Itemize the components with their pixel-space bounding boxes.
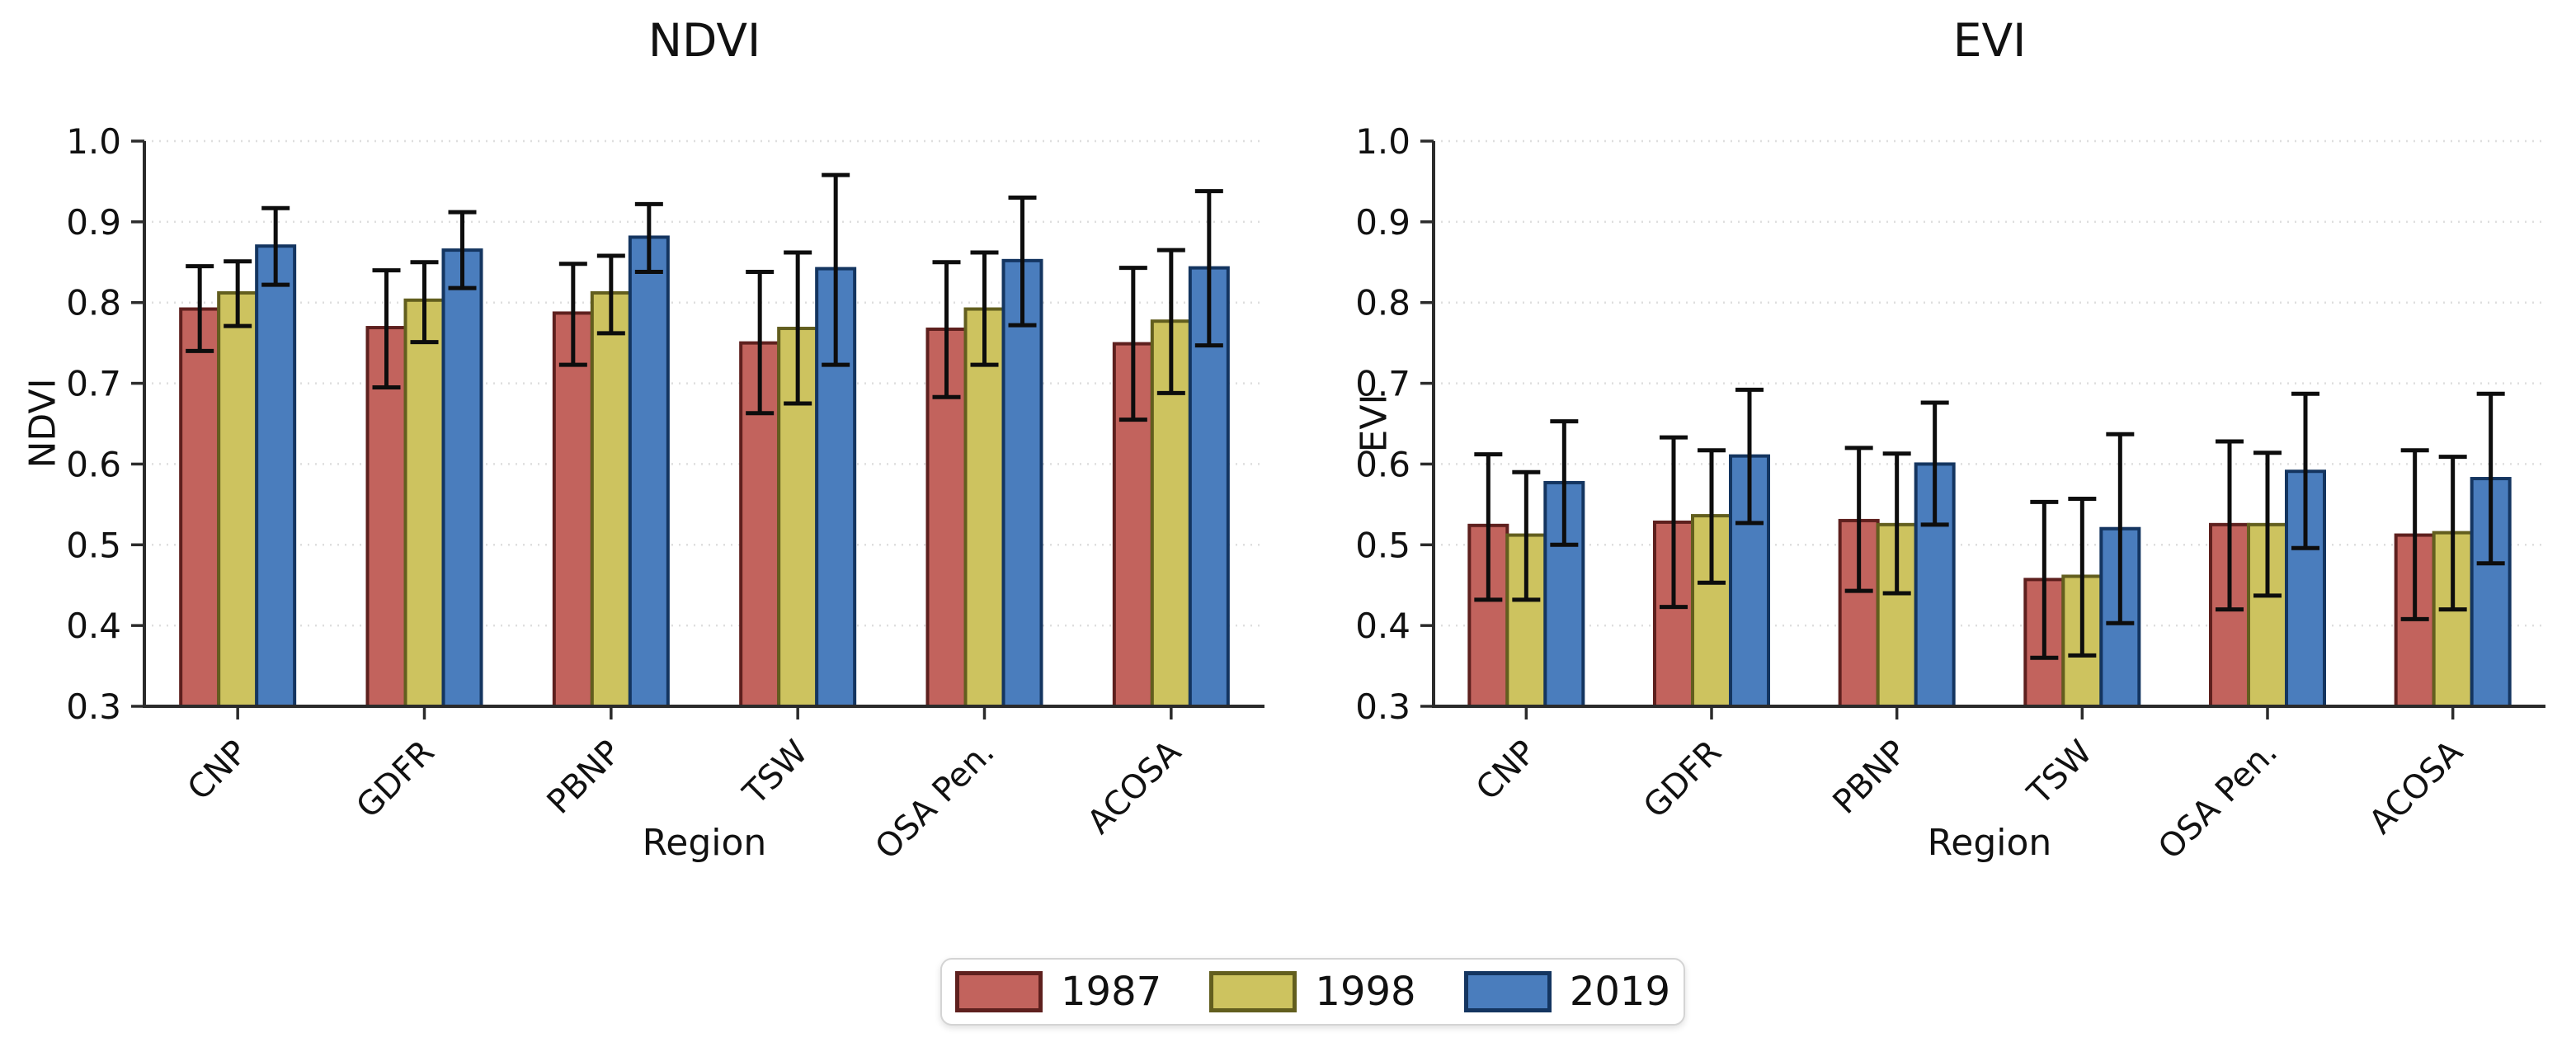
- error-bar-2019-TSW: [2106, 432, 2135, 625]
- error-bar-1987-OSA Pen.: [2216, 439, 2244, 612]
- y-tick-label: 0.6: [1355, 444, 1410, 484]
- y-tick-label: 0.5: [1355, 525, 1410, 565]
- evi-chart-title: EVI: [1952, 14, 2027, 67]
- legend-swatch-1987: [955, 971, 1043, 1012]
- error-bar-1998-GDFR: [410, 260, 439, 345]
- bar-1987-PBNP: [552, 311, 594, 708]
- error-bar-2019-OSA Pen.: [1008, 196, 1037, 328]
- error-bar-1998-GDFR: [1698, 448, 1726, 585]
- error-bar-1998-ACOSA: [2438, 455, 2467, 612]
- y-tick-label: 0.3: [66, 686, 121, 727]
- error-bar-1998-PBNP: [596, 253, 625, 336]
- error-bar-2019-CNP: [1550, 419, 1579, 547]
- error-bar-2019-ACOSA: [2476, 391, 2505, 566]
- ndvi-chart-title: NDVI: [648, 14, 761, 67]
- bar-2019-CNP: [255, 244, 297, 708]
- y-tick-label: 0.4: [66, 606, 121, 646]
- bar-1998-CNP: [217, 290, 259, 708]
- error-bar-1998-OSA Pen.: [970, 250, 999, 367]
- error-bar-2019-GDFR: [448, 210, 477, 290]
- error-bar-2019-PBNP: [1920, 400, 1949, 527]
- legend: 1987 1998 2019: [940, 958, 1685, 1026]
- legend-item-1998: 1998: [1209, 969, 1416, 1015]
- bar-2019-OSA Pen.: [1001, 258, 1043, 709]
- y-tick-label: 0.8: [1355, 283, 1410, 323]
- x-tick-label-GDFR: GDFR: [349, 734, 441, 826]
- y-tick-label: 1.0: [1355, 121, 1410, 162]
- error-bar-1998-CNP: [1512, 469, 1541, 602]
- y-tick-label: 0.9: [1355, 202, 1410, 243]
- ndvi-x-axis-label: Region: [642, 822, 767, 864]
- error-bar-1987-GDFR: [372, 268, 401, 389]
- y-tick-label: 0.3: [1355, 686, 1410, 727]
- y-tick-label: 1.0: [66, 121, 121, 162]
- bar-1998-OSA Pen.: [2247, 522, 2288, 708]
- error-bar-1987-TSW: [746, 270, 775, 416]
- x-tick-label-CNP: CNP: [1469, 734, 1543, 808]
- bar-1998-PBNP: [590, 290, 632, 708]
- bar-2019-PBNP: [628, 235, 670, 708]
- evi-x-axis-label: Region: [1927, 822, 2052, 864]
- legend-item-2019: 2019: [1463, 969, 1670, 1015]
- error-bar-1987-PBNP: [1844, 446, 1873, 593]
- y-tick-label: 0.9: [66, 202, 121, 243]
- x-tick-label-TSW: TSW: [2020, 734, 2099, 813]
- y-tick-label: 0.7: [1355, 364, 1410, 404]
- error-bar-2019-OSA Pen.: [2291, 391, 2319, 550]
- x-tick-label-PBNP: PBNP: [540, 734, 629, 822]
- x-tick-label-TSW: TSW: [736, 734, 815, 813]
- error-bar-1987-OSA Pen.: [932, 260, 961, 399]
- x-tick-label-PBNP: PBNP: [1826, 734, 1914, 822]
- y-tick-label: 0.5: [66, 525, 121, 565]
- error-bar-2019-GDFR: [1735, 387, 1764, 526]
- bar-1998-OSA Pen.: [963, 307, 1005, 708]
- error-bar-2019-PBNP: [634, 201, 663, 275]
- y-tick-label: 0.8: [66, 283, 121, 323]
- error-bar-1987-ACOSA: [1118, 266, 1147, 422]
- legend-label-1987: 1987: [1061, 969, 1162, 1015]
- bar-2019-GDFR: [441, 248, 483, 709]
- legend-label-2019: 2019: [1569, 969, 1670, 1015]
- y-tick-label: 0.4: [1355, 606, 1410, 646]
- error-bar-1987-ACOSA: [2400, 448, 2429, 621]
- error-bar-1987-PBNP: [558, 262, 587, 367]
- error-bar-1987-CNP: [1474, 452, 1503, 602]
- x-tick-label-GDFR: GDFR: [1636, 734, 1729, 826]
- error-bar-1998-TSW: [2068, 497, 2097, 658]
- error-bar-1998-TSW: [784, 250, 812, 406]
- error-bar-2019-CNP: [261, 205, 290, 287]
- error-bar-2019-ACOSA: [1194, 189, 1223, 348]
- error-bar-1987-GDFR: [1660, 435, 1688, 610]
- legend-label-1998: 1998: [1315, 969, 1416, 1015]
- bar-1998-GDFR: [403, 298, 445, 708]
- bar-1987-CNP: [179, 307, 221, 708]
- error-bar-1998-OSA Pen.: [2253, 451, 2282, 598]
- y-tick-label: 0.6: [66, 444, 121, 484]
- legend-swatch-1998: [1209, 971, 1297, 1012]
- error-bar-1998-ACOSA: [1156, 248, 1185, 395]
- y-tick-label: 0.7: [66, 364, 121, 404]
- legend-item-1987: 1987: [955, 969, 1161, 1015]
- error-bar-2019-TSW: [822, 172, 850, 367]
- error-bar-1987-TSW: [2030, 499, 2059, 660]
- error-bar-1998-CNP: [224, 259, 252, 328]
- error-bar-1987-CNP: [186, 264, 214, 353]
- x-tick-label-CNP: CNP: [181, 734, 255, 808]
- error-bar-1998-PBNP: [1882, 451, 1911, 596]
- legend-swatch-2019: [1463, 971, 1552, 1012]
